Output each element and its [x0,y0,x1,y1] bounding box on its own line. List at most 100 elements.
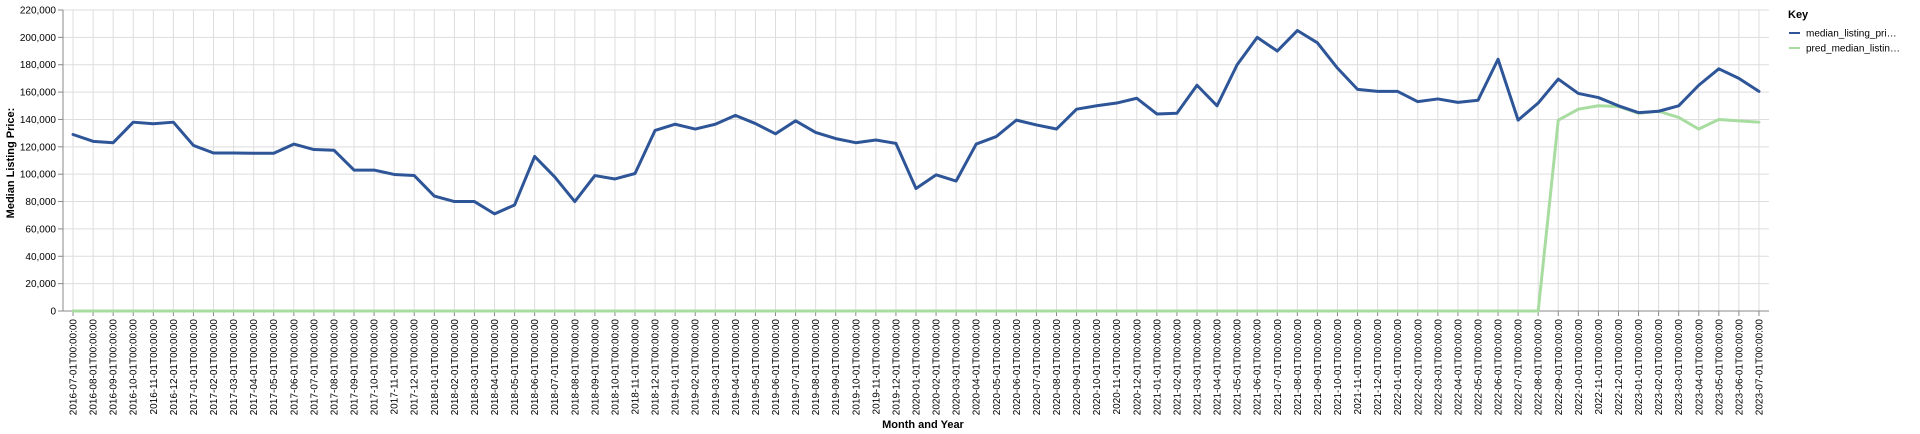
x-tick-label: 2017-05-01T00:00:00 [269,319,280,416]
x-tick-label: 2020-01-01T00:00:00 [912,319,923,416]
x-tick-label: 2018-08-01T00:00:00 [570,319,581,416]
x-tick-label: 2018-11-01T00:00:00 [631,319,642,415]
legend-title: Key [1788,9,1809,21]
x-tick-label: 2019-04-01T00:00:00 [731,319,742,416]
x-tick-label: 2019-01-01T00:00:00 [671,319,682,416]
x-tick-label: 2017-06-01T00:00:00 [289,319,300,416]
x-tick-label: 2017-04-01T00:00:00 [249,319,260,416]
x-tick-label: 2019-03-01T00:00:00 [711,319,722,416]
x-tick-label: 2018-01-01T00:00:00 [430,319,441,416]
x-tick-label: 2017-03-01T00:00:00 [229,319,240,416]
y-tick-label: 180,000 [20,60,57,71]
x-tick-label: 2019-10-01T00:00:00 [851,319,862,416]
x-tick-label: 2020-03-01T00:00:00 [952,319,963,416]
x-tick-label: 2023-03-01T00:00:00 [1674,319,1685,416]
x-tick-label: 2020-11-01T00:00:00 [1112,319,1123,415]
legend-label: median_listing_pri… [1806,29,1897,40]
x-tick-label: 2018-09-01T00:00:00 [590,319,601,416]
x-tick-label: 2021-06-01T00:00:00 [1253,319,1264,416]
x-tick-label: 2016-09-01T00:00:00 [109,319,120,416]
y-tick-label: 160,000 [20,88,57,99]
x-tick-label: 2017-09-01T00:00:00 [350,319,361,416]
x-tick-label: 2021-12-01T00:00:00 [1373,319,1384,416]
x-tick-label: 2016-11-01T00:00:00 [149,319,160,415]
x-tick-label: 2022-07-01T00:00:00 [1514,319,1525,416]
x-tick-label: 2022-09-01T00:00:00 [1554,319,1565,416]
x-tick-label: 2020-02-01T00:00:00 [932,319,943,416]
x-tick-label: 2016-12-01T00:00:00 [169,319,180,416]
x-tick-label: 2018-07-01T00:00:00 [550,319,561,416]
x-tick-label: 2018-03-01T00:00:00 [470,319,481,416]
x-tick-label: 2018-04-01T00:00:00 [490,319,501,416]
x-tick-label: 2020-08-01T00:00:00 [1052,319,1063,416]
y-tick-label: 120,000 [20,142,57,153]
x-tick-label: 2017-12-01T00:00:00 [410,319,421,416]
x-tick-label: 2021-03-01T00:00:00 [1192,319,1203,416]
x-tick-label: 2017-11-01T00:00:00 [390,319,401,415]
y-tick-label: 100,000 [20,170,57,181]
legend-label: pred_median_listin… [1806,44,1900,55]
y-tick-label: 20,000 [25,279,56,290]
x-tick-label: 2022-08-01T00:00:00 [1534,319,1545,416]
legend: Key median_listing_pri… pred_median_listi… [1788,9,1900,55]
x-tick-label: 2022-02-01T00:00:00 [1413,319,1424,416]
x-tick-label: 2020-10-01T00:00:00 [1092,319,1103,416]
x-tick-label: 2023-02-01T00:00:00 [1654,319,1665,416]
x-tick-label: 2017-02-01T00:00:00 [209,319,220,416]
x-tick-label: 2022-11-01T00:00:00 [1594,319,1605,415]
x-tick-label: 2022-06-01T00:00:00 [1494,319,1505,416]
x-tick-label: 2018-06-01T00:00:00 [530,319,541,416]
x-tick-label: 2022-01-01T00:00:00 [1393,319,1404,416]
x-tick-label: 2017-07-01T00:00:00 [309,319,320,416]
x-tick-label: 2023-06-01T00:00:00 [1734,319,1745,416]
x-tick-label: 2021-08-01T00:00:00 [1293,319,1304,416]
x-tick-label: 2018-12-01T00:00:00 [651,319,662,416]
x-tick-label: 2019-09-01T00:00:00 [831,319,842,416]
x-tick-label: 2019-05-01T00:00:00 [751,319,762,416]
x-tick-label: 2021-02-01T00:00:00 [1172,319,1183,416]
x-tick-label: 2017-10-01T00:00:00 [370,319,381,416]
x-tick-label: 2018-05-01T00:00:00 [510,319,521,416]
x-tick-label: 2019-12-01T00:00:00 [891,319,902,416]
x-tick-label: 2017-08-01T00:00:00 [329,319,340,416]
x-tick-label: 2022-10-01T00:00:00 [1574,319,1585,416]
x-tick-label: 2019-06-01T00:00:00 [771,319,782,416]
x-tick-label: 2021-10-01T00:00:00 [1333,319,1344,416]
x-tick-label: 2016-08-01T00:00:00 [89,319,100,416]
x-axis: 2016-07-01T00:00:00 2016-08-01T00:00:00 20… [63,310,1769,416]
y-tick-label: 0 [50,307,56,318]
y-tick-label: 60,000 [25,224,56,235]
series-line-0 [71,29,1761,216]
y-axis: 0 20,000 40,000 60,000 80,000 100,000 120,000 1… [20,6,64,318]
x-tick-label: 2019-02-01T00:00:00 [691,319,702,416]
x-tick-label: 2021-11-01T00:00:00 [1353,319,1364,415]
x-tick-label: 2019-08-01T00:00:00 [811,319,822,416]
x-tick-label: 2019-07-01T00:00:00 [791,319,802,416]
x-tick-label: 2020-07-01T00:00:00 [1032,319,1043,416]
x-tick-label: 2020-04-01T00:00:00 [972,319,983,416]
y-tick-label: 200,000 [20,33,57,44]
x-tick-label: 2022-05-01T00:00:00 [1473,319,1484,416]
x-tick-label: 2016-07-01T00:00:00 [69,319,80,416]
gridlines [63,9,1769,312]
y-axis-title: Median Listing Price: [5,108,17,219]
y-tick-label: 220,000 [20,6,57,17]
x-axis-title: Month and Year [882,419,964,431]
x-tick-label: 2022-12-01T00:00:00 [1614,319,1625,416]
series-line-1 [71,104,1761,313]
x-tick-label: 2021-07-01T00:00:00 [1273,319,1284,416]
x-tick-label: 2021-01-01T00:00:00 [1152,319,1163,416]
y-tick-label: 40,000 [25,252,56,263]
x-tick-label: 2017-01-01T00:00:00 [189,319,200,416]
x-tick-label: 2020-05-01T00:00:00 [992,319,1003,416]
y-tick-label: 140,000 [20,115,57,126]
x-tick-label: 2021-04-01T00:00:00 [1213,319,1224,416]
x-tick-label: 2019-11-01T00:00:00 [871,319,882,415]
x-tick-label: 2022-04-01T00:00:00 [1453,319,1464,416]
x-tick-label: 2021-05-01T00:00:00 [1233,319,1244,416]
x-tick-label: 2020-09-01T00:00:00 [1072,319,1083,416]
x-tick-label: 2023-07-01T00:00:00 [1754,319,1765,416]
x-tick-label: 2023-05-01T00:00:00 [1714,319,1725,416]
x-tick-label: 2023-04-01T00:00:00 [1694,319,1705,416]
